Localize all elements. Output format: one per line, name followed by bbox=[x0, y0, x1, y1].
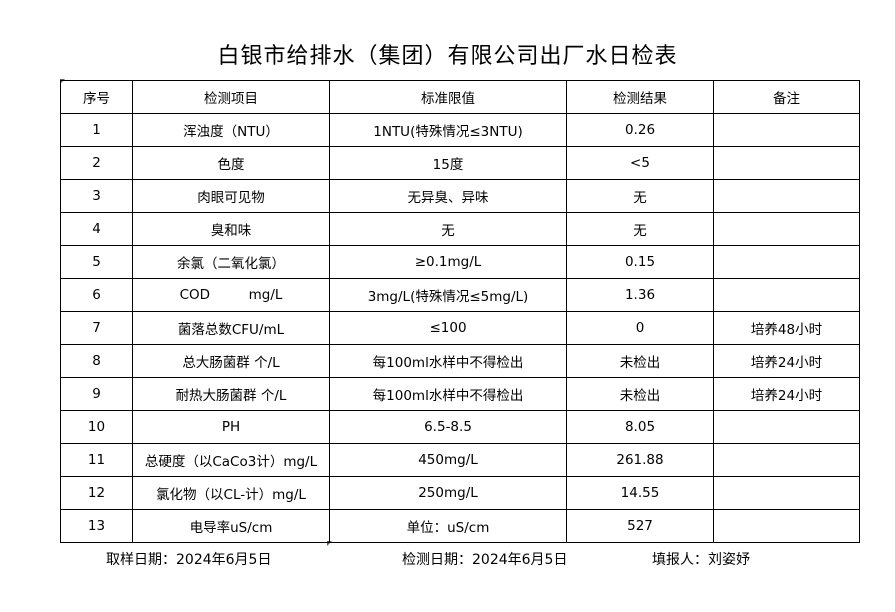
remark-cell bbox=[713, 245, 860, 279]
table-row: 4 臭和味无无 bbox=[60, 212, 860, 246]
table-row: 5 余氯（二氧化氯） ≥0.1mg/L 0.15 bbox=[60, 245, 860, 279]
test-item-cell: 臭和味 bbox=[132, 212, 330, 246]
test-item-cell: PH bbox=[132, 410, 330, 444]
test-result-cell: 0.15 bbox=[566, 245, 714, 279]
table-row: 2 色度 15度 <5 bbox=[60, 146, 860, 180]
remark-cell: 培养24小时 bbox=[713, 377, 860, 411]
test-item-cell: 浑浊度（NTU） bbox=[132, 113, 330, 147]
table-header-row: 序号 检测项目 标准限值 检测结果 备注 bbox=[60, 80, 860, 114]
remark-cell bbox=[713, 476, 860, 510]
remark-cell: 培养48小时 bbox=[713, 311, 860, 345]
test-item-cell: 色度 bbox=[132, 146, 330, 180]
test-item-cell: 菌落总数CFU/mL bbox=[132, 311, 330, 345]
test-result-cell: 无 bbox=[566, 179, 714, 213]
standard-limit-cell: 3mg/L(特殊情况≤5mg/L) bbox=[329, 278, 567, 312]
table-row: 6 COD mg/L 3mg/L(特殊情况≤5mg/L) 1.36 bbox=[60, 278, 860, 312]
header-cell: 备注 bbox=[713, 80, 860, 114]
header-cell: 检测项目 bbox=[132, 80, 330, 114]
test-item-cell: 余氯（二氧化氯） bbox=[132, 245, 330, 279]
standard-limit-cell: 无 bbox=[329, 212, 567, 246]
test-result-cell: 14.55 bbox=[566, 476, 714, 510]
standard-limit-cell: 每100ml水样中不得检出 bbox=[329, 344, 567, 378]
header-cell: 序号 bbox=[60, 80, 133, 114]
table-row: 12 氯化物（以CL-计）mg/L 250mg/L 14.55 bbox=[60, 476, 860, 510]
remark-cell bbox=[713, 179, 860, 213]
row-number-cell: 11 bbox=[60, 443, 133, 477]
row-number-cell: 3 bbox=[60, 179, 133, 213]
test-result-cell: 527 bbox=[566, 509, 714, 543]
row-number-cell: 6 bbox=[60, 278, 133, 312]
table-row: 7 菌落总数CFU/mL ≤100 0 培养48小时 bbox=[60, 311, 860, 345]
standard-limit-cell: 单位：uS/cm bbox=[329, 509, 567, 543]
row-number-cell: 13 bbox=[60, 509, 133, 543]
table-row: 3 肉眼可见物 无异臭、异味无 bbox=[60, 179, 860, 213]
test-item-cell: 耐热大肠菌群 个/L bbox=[132, 377, 330, 411]
standard-limit-cell: 无异臭、异味 bbox=[329, 179, 567, 213]
test-result-cell: 未检出 bbox=[566, 344, 714, 378]
standard-limit-cell: 6.5-8.5 bbox=[329, 410, 567, 444]
row-number-cell: 5 bbox=[60, 245, 133, 279]
header-cell: 标准限值 bbox=[329, 80, 567, 114]
table-row: 8 总大肠菌群 个/L 每100ml水样中不得检出 未检出 培养24小时 bbox=[60, 344, 860, 378]
test-result-cell: 261.88 bbox=[566, 443, 714, 477]
table-row: 1 浑浊度（NTU） 1NTU(特殊情况≤3NTU) 0.26 bbox=[60, 113, 860, 147]
test-result-cell: 0.26 bbox=[566, 113, 714, 147]
standard-limit-cell: 每100ml水样中不得检出 bbox=[329, 377, 567, 411]
testing-date: 检测日期：2024年6月5日 bbox=[402, 552, 568, 568]
remark-cell bbox=[713, 146, 860, 180]
remark-cell bbox=[713, 212, 860, 246]
test-result-cell: 无 bbox=[566, 212, 714, 246]
row-number-cell: 8 bbox=[60, 344, 133, 378]
row-number-cell: 4 bbox=[60, 212, 133, 246]
table-row: 10 PH 6.5-8.5 8.05 bbox=[60, 410, 860, 444]
test-item-cell: 氯化物（以CL-计）mg/L bbox=[132, 476, 330, 510]
standard-limit-cell: 250mg/L bbox=[329, 476, 567, 510]
standard-limit-cell: 450mg/L bbox=[329, 443, 567, 477]
test-item-cell: 电导率uS/cm bbox=[132, 509, 330, 543]
test-result-cell: 0 bbox=[566, 311, 714, 345]
table-row: 9 耐热大肠菌群 个/L 每100ml水样中不得检出 未检出 培养24小时 bbox=[60, 377, 860, 411]
row-number-cell: 1 bbox=[60, 113, 133, 147]
test-item-cell: 总大肠菌群 个/L bbox=[132, 344, 330, 378]
header-cell: 检测结果 bbox=[566, 80, 714, 114]
table-row: 13 电导率uS/cm 单位：uS/cm 527 bbox=[60, 509, 860, 543]
standard-limit-cell: 15度 bbox=[329, 146, 567, 180]
table-row: 11 总硬度（以CaCo3计）mg/L 450mg/L 261.88 bbox=[60, 443, 860, 477]
reporter: 填报人：刘姿妤 bbox=[652, 552, 750, 568]
test-item-cell: 肉眼可见物 bbox=[132, 179, 330, 213]
standard-limit-cell: ≥0.1mg/L bbox=[329, 245, 567, 279]
test-result-cell: 未检出 bbox=[566, 377, 714, 411]
cell-comment-marker bbox=[327, 541, 332, 546]
test-result-cell: 8.05 bbox=[566, 410, 714, 444]
row-number-cell: 12 bbox=[60, 476, 133, 510]
test-item-cell: COD mg/L bbox=[132, 278, 330, 312]
standard-limit-cell: 1NTU(特殊情况≤3NTU) bbox=[329, 113, 567, 147]
test-result-cell: <5 bbox=[566, 146, 714, 180]
remark-cell bbox=[713, 278, 860, 312]
row-number-cell: 9 bbox=[60, 377, 133, 411]
row-number-cell: 7 bbox=[60, 311, 133, 345]
row-number-cell: 10 bbox=[60, 410, 133, 444]
sampling-date: 取样日期：2024年6月5日 bbox=[106, 552, 272, 568]
remark-cell bbox=[713, 113, 860, 147]
remark-cell: 培养24小时 bbox=[713, 344, 860, 378]
inspection-table: 序号 检测项目 标准限值 检测结果 备注 1 浑浊度（NTU） 1NTU(特殊情况≤… bbox=[60, 80, 860, 543]
row-number-cell: 2 bbox=[60, 146, 133, 180]
standard-limit-cell: ≤100 bbox=[329, 311, 567, 345]
test-result-cell: 1.36 bbox=[566, 278, 714, 312]
remark-cell bbox=[713, 509, 860, 543]
remark-cell bbox=[713, 443, 860, 477]
remark-cell bbox=[713, 410, 860, 444]
page-title: 白银市给排水（集团）有限公司出厂水日检表 bbox=[217, 44, 678, 69]
test-item-cell: 总硬度（以CaCo3计）mg/L bbox=[132, 443, 330, 477]
